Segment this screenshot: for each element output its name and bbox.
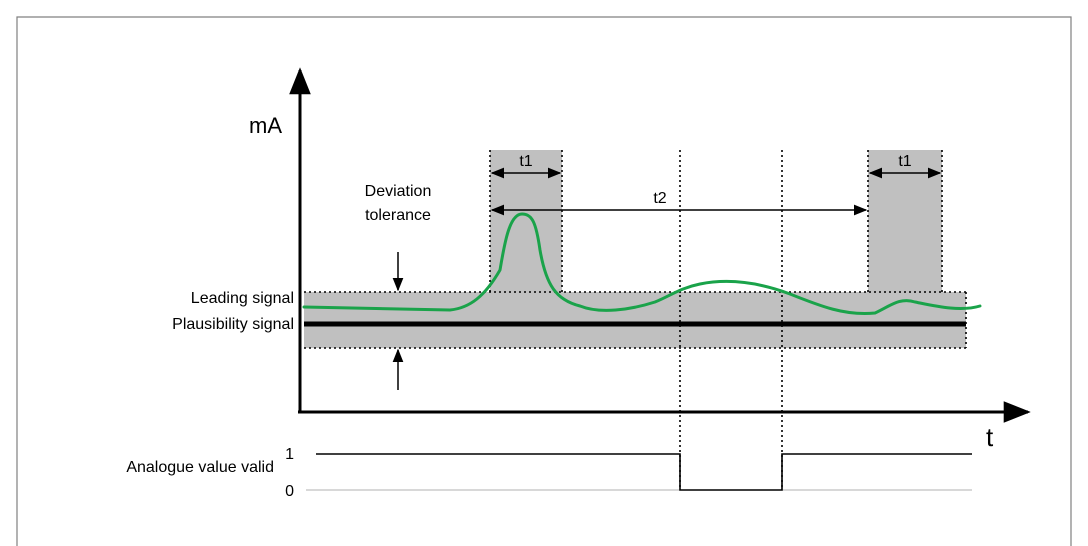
deviation-tolerance-label-line2: tolerance: [365, 207, 431, 224]
analogue-value-valid-label: Analogue value valid: [126, 459, 274, 476]
t1-window-second: [868, 150, 942, 292]
leading-signal-label: Leading signal: [191, 290, 294, 307]
plausibility-signal-label: Plausibility signal: [172, 316, 294, 333]
deviation-tolerance-label-line1: Deviation: [365, 183, 432, 200]
level-low-label: 0: [285, 483, 294, 500]
analogue-valid-signal: [316, 454, 972, 490]
t1-label-first: t1: [519, 153, 532, 170]
tolerance-band: [304, 292, 966, 348]
level-high-label: 1: [285, 446, 294, 463]
t2-label: t2: [653, 190, 666, 207]
y-axis-label: mA: [249, 113, 282, 138]
t1-label-second: t1: [898, 153, 911, 170]
x-axis-label: t: [986, 422, 994, 452]
